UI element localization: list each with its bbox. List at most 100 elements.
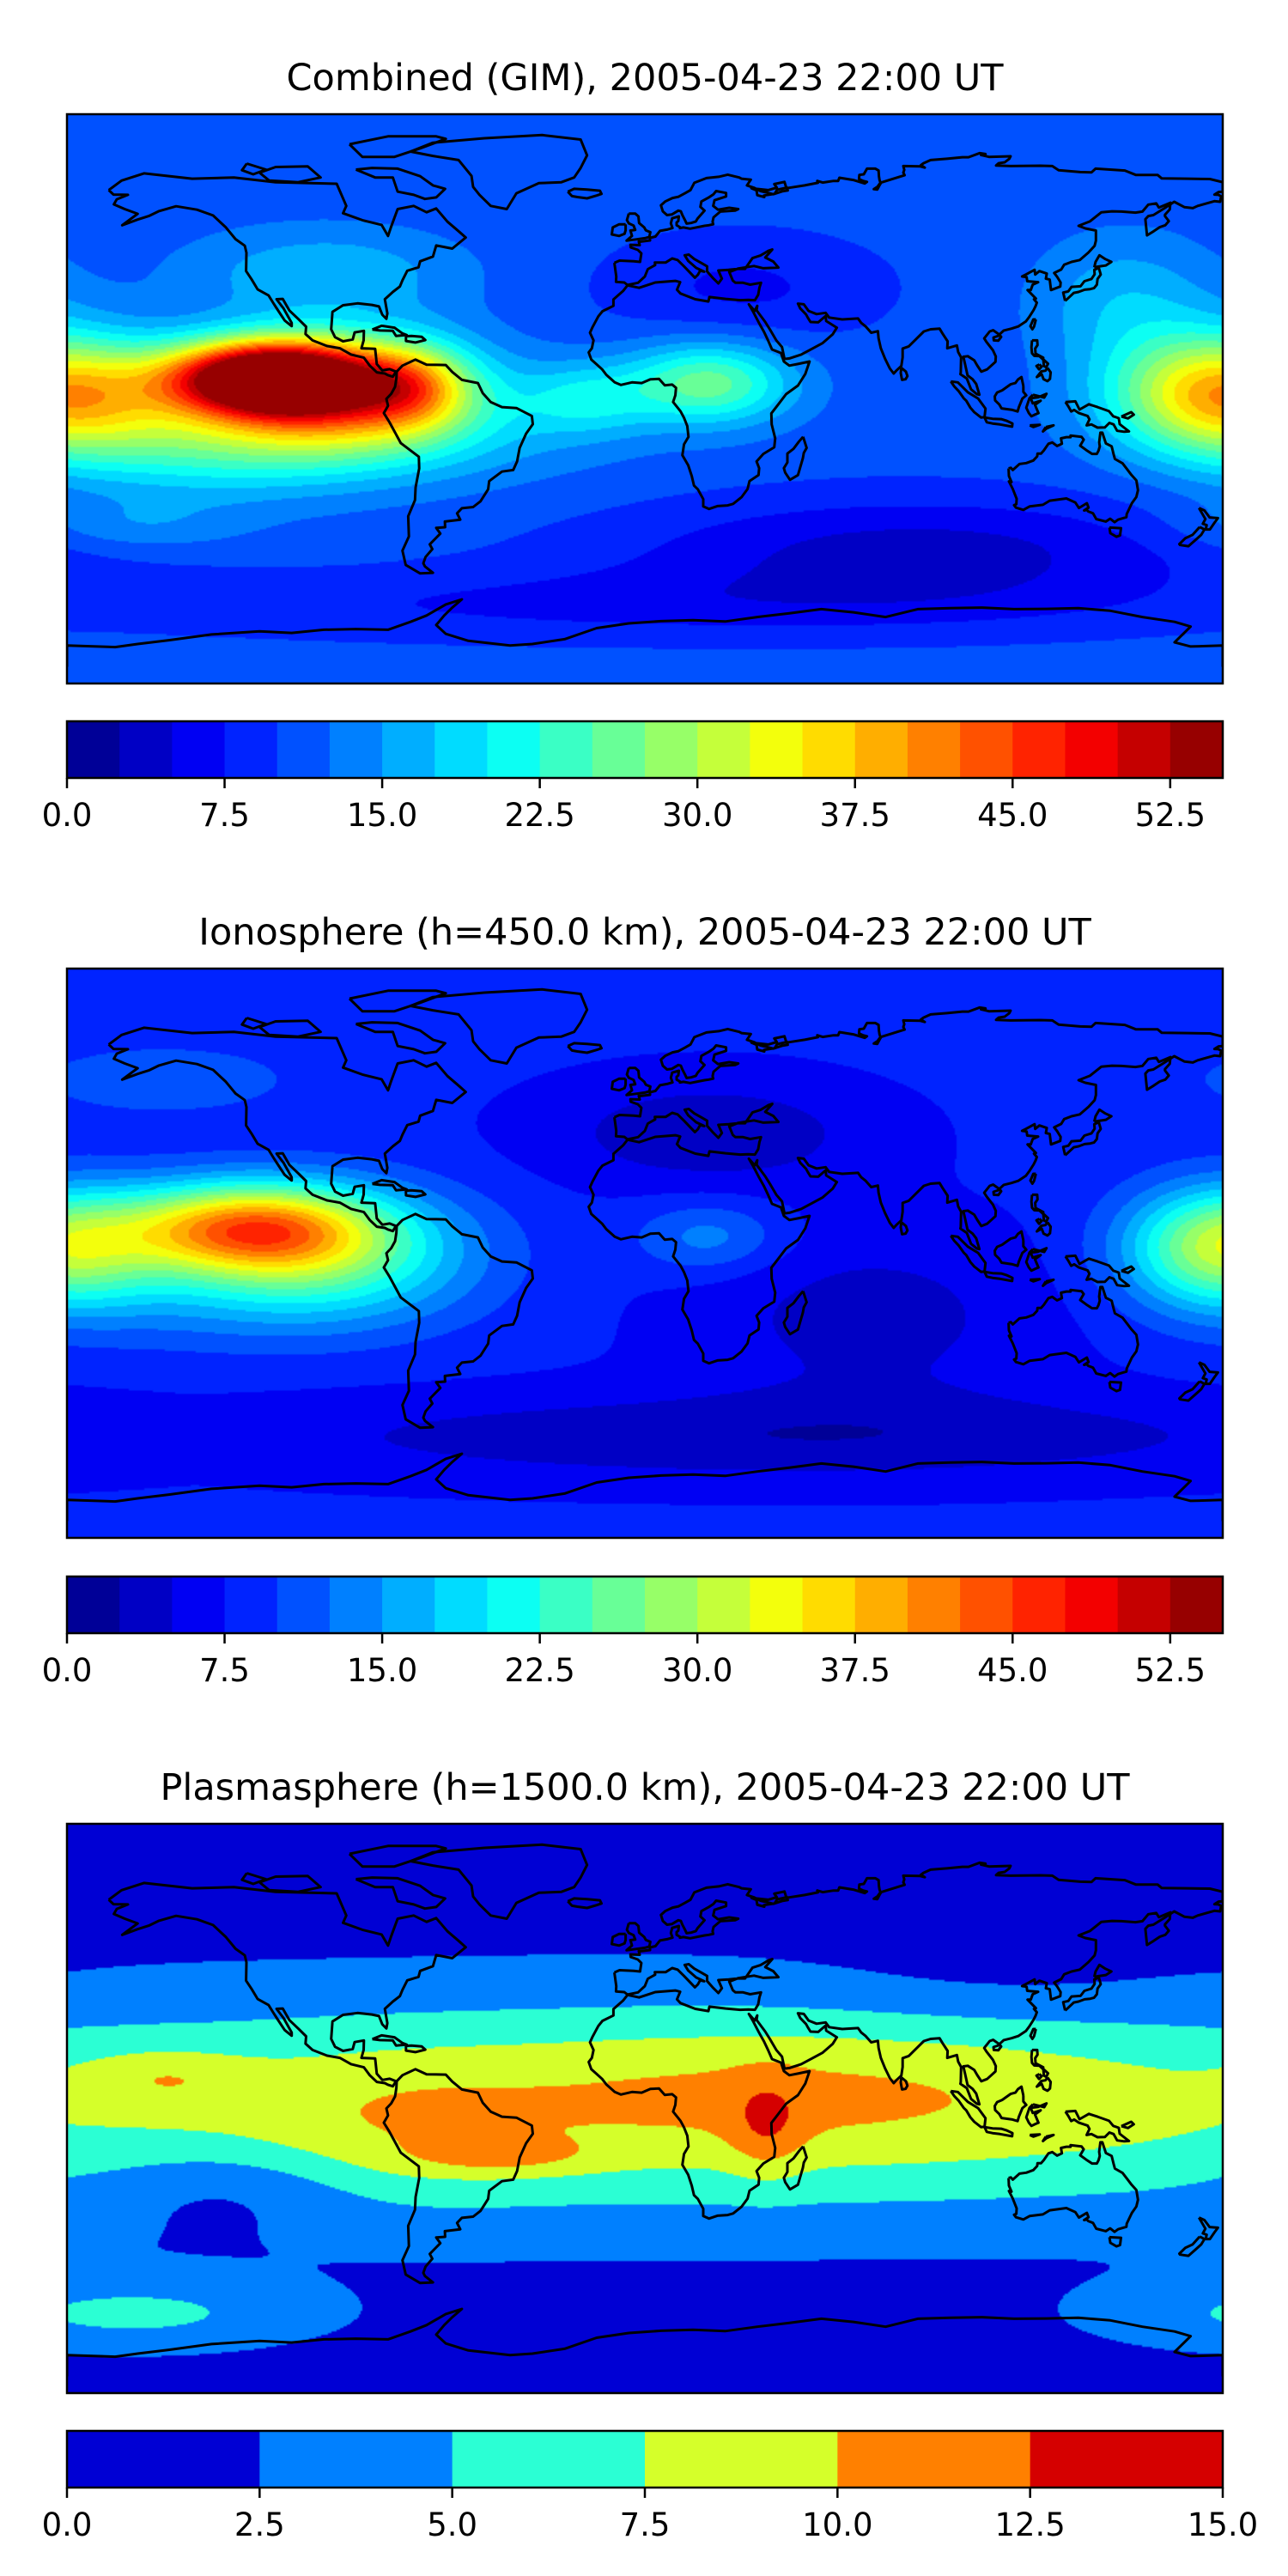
coastline: [1108, 2235, 1122, 2248]
coastline: [899, 2076, 909, 2091]
colorbar-segment: [1065, 721, 1119, 778]
coastline: [1064, 399, 1131, 434]
colorbar-frame: [65, 1575, 1224, 1635]
colorbar-segment: [382, 1577, 435, 1633]
coastline: [258, 165, 322, 184]
colorbar-tick-label: 37.5: [820, 797, 890, 834]
coastline: [1042, 1278, 1055, 1287]
colorbar-tick-label: 2.5: [234, 2506, 285, 2543]
coastline: [1198, 2216, 1219, 2241]
panel-combined: Combined (GIM), 2005-04-23 22:00 UT 0.0 7…: [42, 57, 1224, 834]
coastline: [1178, 1380, 1206, 1402]
colorbar-segment: [539, 1577, 593, 1633]
colorbar-tick-label: 30.0: [662, 797, 732, 834]
colorbar-segment: [645, 2431, 838, 2488]
coastline: [1036, 1221, 1053, 1237]
colorbar-segment: [697, 721, 750, 778]
coastline: [1042, 1212, 1050, 1224]
colorbar-segment: [67, 721, 120, 778]
coastline: [625, 1922, 652, 1952]
coastline: [1035, 2073, 1043, 2081]
coastline: [1198, 1361, 1219, 1386]
panel-title: Combined (GIM), 2005-04-23 22:00 UT: [286, 57, 1004, 100]
coastline: [587, 1005, 1223, 1365]
coastline: [404, 1188, 427, 1199]
colorbar-tick-label: 45.0: [977, 1652, 1048, 1689]
coastlines: [67, 1843, 1223, 2377]
colorbar-segment: [750, 1577, 804, 1633]
coastline: [1035, 363, 1043, 371]
coastline: [355, 167, 447, 201]
coastline: [611, 222, 628, 238]
coastline: [899, 367, 909, 381]
colorbar-segment: [1117, 1577, 1171, 1633]
colorbar-segment: [434, 721, 489, 778]
colorbar-segment: [802, 721, 856, 778]
colorbar-segment: [802, 1577, 856, 1633]
coastline: [107, 172, 467, 379]
coastline: [410, 987, 589, 1065]
coastline: [1092, 1963, 1113, 1978]
map-field: [67, 1824, 1223, 2393]
colorbar-tick-label: 37.5: [820, 1652, 890, 1689]
colorbar: 0.0 2.5 5.0 7.5 10.0 12.5 15.0: [42, 2429, 1258, 2543]
coastline: [1007, 1285, 1139, 1378]
colorbar-segment: [452, 2431, 646, 2488]
coastline: [1036, 2076, 1053, 2093]
map: [67, 1824, 1223, 2393]
coastline: [240, 1872, 268, 1886]
coastline: [1030, 338, 1045, 361]
coastline: [611, 1077, 628, 1092]
panel-ionosphere: Ionosphere (h=450.0 km), 2005-04-23 22:0…: [42, 911, 1224, 1689]
colorbar-segment: [1012, 721, 1066, 778]
coastline: [1061, 1976, 1103, 2012]
coastline: [899, 1221, 909, 1236]
coastline: [992, 334, 1003, 343]
coastlines: [67, 987, 1223, 1522]
colorbar-tick-label: 45.0: [977, 797, 1048, 834]
colorbar-segment: [645, 721, 698, 778]
coastline: [348, 1844, 447, 1868]
colorbar-segment: [172, 721, 226, 778]
coastline: [410, 133, 589, 210]
coastline: [382, 358, 534, 575]
coastline: [625, 212, 652, 242]
coastline: [1030, 2048, 1045, 2070]
coastline: [1092, 253, 1113, 269]
colorbar-segment: [592, 1577, 646, 1633]
map-frame: [65, 112, 1224, 685]
coastline: [1029, 2027, 1037, 2040]
coastline: [950, 2089, 987, 2129]
coastline: [983, 2125, 1014, 2138]
coastline: [1108, 526, 1122, 538]
colorbar-segment: [907, 1577, 961, 1633]
colorbar-tick-label: 52.5: [1135, 797, 1206, 834]
colorbar-segment: [1117, 721, 1171, 778]
colorbar-tick-label: 22.5: [504, 797, 574, 834]
colorbar-segment: [67, 2431, 260, 2488]
colorbar-segment: [750, 721, 804, 778]
colorbar-tick-label: 7.5: [199, 797, 250, 834]
coastline: [404, 2044, 427, 2054]
map: [67, 114, 1223, 683]
coastline: [1029, 2133, 1042, 2138]
coastline: [1064, 2109, 1131, 2143]
colorbar-segment: [67, 1577, 120, 1633]
coastline: [1121, 1265, 1135, 1274]
colorbar-frame: [65, 720, 1224, 780]
colorbar-segment: [645, 1577, 698, 1633]
colorbar-segment: [224, 1577, 278, 1633]
map-frame: [65, 967, 1224, 1540]
coastline: [782, 435, 808, 482]
coastline: [587, 151, 1223, 511]
coastline: [67, 598, 1223, 667]
coastline: [587, 1861, 1223, 2221]
colorbar-tick-label: 12.5: [994, 2506, 1065, 2543]
colorbar-tick-label: 0.0: [42, 797, 93, 834]
colorbar-segment: [224, 721, 278, 778]
coastline: [240, 1017, 268, 1030]
coastline: [992, 2044, 1003, 2052]
coastline: [1042, 2068, 1050, 2079]
colorbar-segment: [1170, 721, 1224, 778]
coastline: [382, 1212, 534, 1430]
